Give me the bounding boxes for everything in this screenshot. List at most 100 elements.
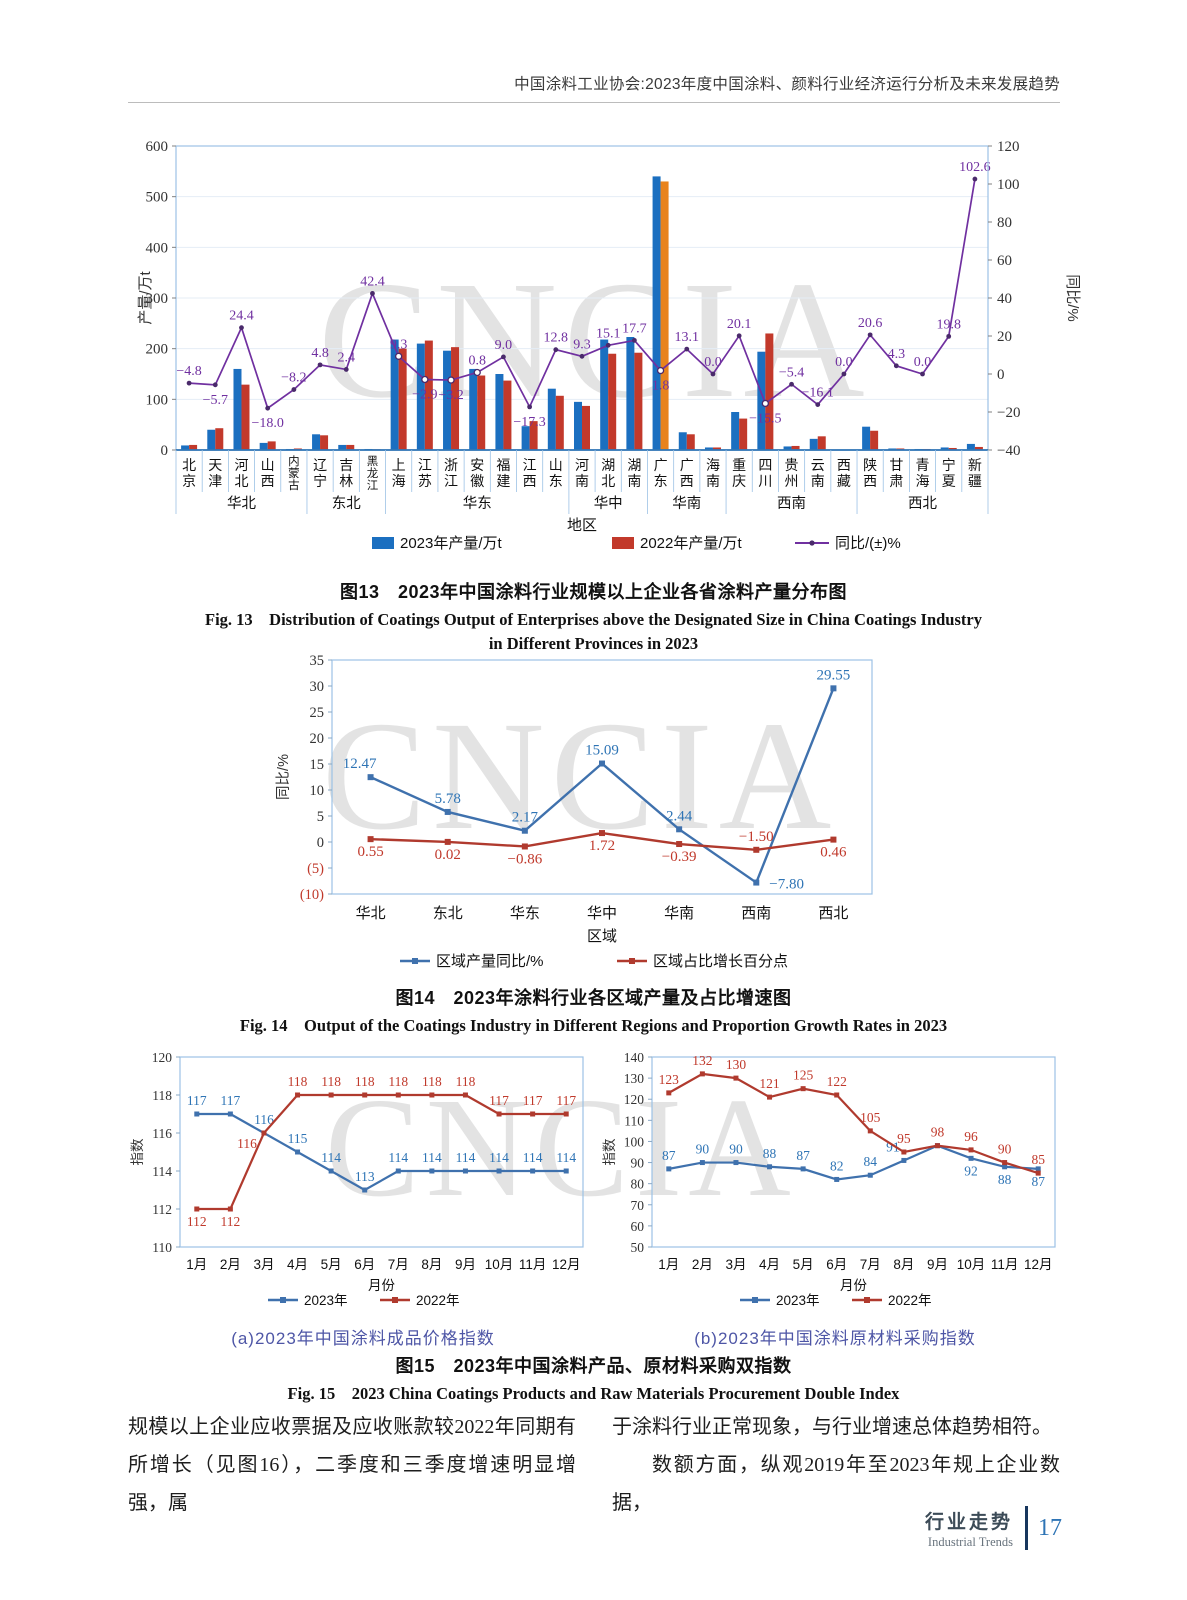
axes: (10) (5) 0 5 10 15 20 25 30 35 同比/% (275, 653, 873, 903)
svg-text:华南: 华南 (664, 905, 694, 922)
svg-text:113: 113 (355, 1169, 375, 1184)
svg-text:9.3: 9.3 (573, 337, 591, 352)
svg-text:10月: 10月 (485, 1257, 514, 1272)
svg-text:1月: 1月 (658, 1257, 679, 1272)
svg-text:102.6: 102.6 (959, 160, 991, 175)
svg-text:115: 115 (288, 1131, 308, 1146)
svg-text:88: 88 (998, 1172, 1012, 1187)
svg-text:118: 118 (152, 1088, 172, 1103)
svg-text:0.8: 0.8 (468, 353, 486, 368)
svg-text:98: 98 (931, 1125, 945, 1140)
svg-text:产量/万t: 产量/万t (137, 271, 154, 325)
svg-text:90: 90 (729, 1142, 743, 1157)
svg-text:15.09: 15.09 (585, 743, 619, 759)
svg-text:15: 15 (310, 757, 325, 773)
svg-text:东: 东 (654, 473, 668, 489)
svg-text:华中: 华中 (594, 495, 623, 512)
svg-text:甘: 甘 (889, 457, 903, 473)
fig13-caption-zh: 图13 2023年中国涂料行业规模以上企业各省涂料产量分布图 (339, 582, 848, 602)
svg-text:吉: 吉 (339, 457, 353, 473)
svg-text:5月: 5月 (321, 1257, 342, 1272)
svg-text:117: 117 (221, 1093, 241, 1108)
svg-text:指数: 指数 (602, 1138, 617, 1166)
svg-text:南: 南 (706, 473, 720, 489)
body-paragraph: 规模以上企业应收票据及应收账款较2022年同期有所增长（见图16），二季度和三季… (128, 1416, 576, 1514)
svg-text:上: 上 (392, 457, 406, 473)
svg-text:同比/%: 同比/% (275, 754, 292, 800)
svg-text:112: 112 (152, 1202, 172, 1217)
fig13-caption-en2: in Different Provinces in 2023 (488, 634, 699, 653)
svg-text:17.7: 17.7 (622, 321, 647, 336)
svg-text:西南: 西南 (777, 495, 806, 512)
svg-text:−5.7: −5.7 (203, 393, 228, 408)
svg-text:−5.4: −5.4 (779, 365, 804, 380)
svg-text:内: 内 (288, 454, 300, 468)
svg-text:4月: 4月 (287, 1257, 308, 1272)
svg-text:1.72: 1.72 (589, 838, 615, 854)
svg-text:12月: 12月 (552, 1257, 581, 1272)
svg-text:30: 30 (310, 679, 325, 695)
svg-text:9.0: 9.0 (495, 338, 512, 353)
svg-text:10: 10 (310, 783, 325, 799)
svg-text:60: 60 (997, 253, 1012, 269)
svg-text:90: 90 (631, 1156, 645, 1171)
svg-text:肃: 肃 (889, 473, 903, 489)
svg-text:北: 北 (601, 473, 615, 489)
svg-text:60: 60 (631, 1219, 645, 1234)
fig13-caption-en: Fig. 13 Distribution of Coatings Output … (205, 610, 982, 629)
svg-text:1月: 1月 (186, 1257, 207, 1272)
svg-text:114: 114 (456, 1150, 476, 1165)
svg-text:2月: 2月 (692, 1257, 713, 1272)
svg-text:7月: 7月 (860, 1257, 881, 1272)
svg-text:125: 125 (793, 1068, 814, 1083)
svg-text:114: 114 (556, 1150, 576, 1165)
svg-text:(10): (10) (300, 887, 324, 903)
svg-text:山: 山 (261, 457, 275, 473)
svg-text:90: 90 (998, 1142, 1012, 1157)
svg-text:85: 85 (1031, 1152, 1045, 1167)
svg-text:50: 50 (631, 1240, 645, 1255)
svg-text:浙: 浙 (444, 457, 458, 473)
svg-text:海: 海 (392, 473, 406, 489)
svg-text:140: 140 (624, 1050, 645, 1065)
svg-text:117: 117 (556, 1093, 576, 1108)
page-number: 17 (1038, 1514, 1062, 1541)
svg-text:湖: 湖 (601, 457, 615, 473)
svg-text:蒙: 蒙 (288, 467, 300, 480)
svg-text:东北: 东北 (332, 495, 361, 512)
svg-text:118: 118 (456, 1074, 476, 1089)
svg-text:80: 80 (997, 215, 1012, 231)
svg-text:105: 105 (860, 1110, 881, 1125)
svg-text:−3.2: −3.2 (438, 388, 463, 403)
svg-text:9月: 9月 (927, 1257, 948, 1272)
legend: 2023年 2022年 (268, 1293, 460, 1308)
x-axis-labels: 北京天津河北山西内蒙古辽宁吉林黑龙江上海江苏浙江安徽福建江西山东河南湖北湖南广东… (175, 450, 989, 492)
svg-text:120: 120 (624, 1092, 645, 1107)
svg-text:宁: 宁 (942, 457, 956, 473)
svg-text:600: 600 (146, 139, 169, 155)
svg-text:84: 84 (864, 1154, 878, 1169)
svg-text:同比/%: 同比/% (1064, 274, 1081, 322)
footer-section-zh: 行业走势 (924, 1511, 1013, 1533)
svg-text:114: 114 (388, 1150, 408, 1165)
svg-text:3月: 3月 (725, 1257, 746, 1272)
svg-text:2022年: 2022年 (416, 1293, 460, 1308)
svg-text:2月: 2月 (220, 1257, 241, 1272)
svg-text:西: 西 (680, 473, 694, 489)
svg-text:2023年: 2023年 (776, 1293, 820, 1308)
svg-text:9.3: 9.3 (390, 337, 408, 352)
svg-text:117: 117 (187, 1093, 207, 1108)
svg-text:19.8: 19.8 (936, 317, 961, 332)
svg-text:88: 88 (763, 1146, 777, 1161)
svg-text:华北: 华北 (227, 495, 256, 512)
svg-text:92: 92 (964, 1163, 978, 1178)
yoy-data-labels: −4.8−5.7 24.4 −18.0 −8.2 4.8 2.4 42.4 9.3 −2.9 −3… (176, 160, 990, 431)
legend: 区域产量同比/% 区域占比增长百分点 (400, 953, 788, 970)
svg-text:300: 300 (146, 291, 169, 307)
svg-text:2.44: 2.44 (666, 808, 693, 824)
svg-text:2023年产量/万t: 2023年产量/万t (400, 535, 503, 552)
yoy-line (186, 176, 978, 411)
